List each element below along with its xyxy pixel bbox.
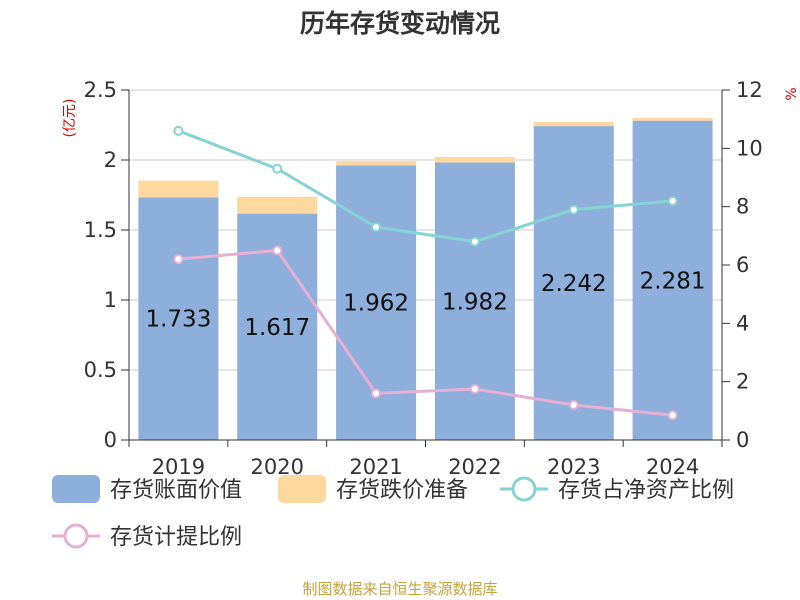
left-tick-label: 1.5 [84,218,117,242]
line-point [272,245,283,256]
bar [336,161,417,166]
right-tick-label: 0 [736,428,749,452]
left-tick-label: 0 [104,428,117,452]
grid-lines [129,89,722,371]
line-point [371,222,382,233]
left-axis-unit: (亿元) [62,99,78,138]
bar-value-label: 1.982 [442,289,508,315]
legend-swatch-marker [511,476,537,502]
line-point [173,254,184,265]
line-point [173,125,184,136]
right-tick-label: 12 [736,78,763,102]
series-line [178,248,673,417]
legend-label: 存货占净资产比例 [558,478,734,503]
line-point [272,163,283,174]
legend-label: 存货跌价准备 [336,478,468,503]
line-point [469,236,480,247]
left-tick-label: 0.5 [84,358,117,382]
left-tick-label: 1 [104,288,117,312]
right-tick-label: 10 [736,136,763,160]
right-tick-label: 2 [736,370,749,394]
bar-value-label: 2.242 [541,271,607,297]
bar-value-label: 1.733 [145,307,211,333]
lines-group [173,125,678,421]
line-point [667,410,678,421]
bar [533,126,614,441]
bar [632,117,713,121]
x-tick-label: 2023 [547,455,600,479]
legend-label: 存货计提比例 [110,525,242,550]
line-point [371,388,382,399]
legend-label: 存货账面价值 [110,478,242,503]
x-tick-label: 2019 [152,455,205,479]
x-tick-label: 2024 [646,455,699,479]
left-tick-label: 2.5 [84,78,117,102]
source-note: 制图数据来自恒生聚源数据库 [302,580,497,598]
bar [237,196,318,214]
right-tick-label: 8 [736,195,749,219]
x-tick-label: 2022 [448,455,501,479]
right-axis-unit: % [784,87,800,100]
bar-labels-group: 1.733 1.617 1.962 1.982 2.242 2.281 [145,268,705,340]
line-point [469,383,480,394]
bar [533,121,614,127]
right-tick-label: 4 [736,311,749,335]
line-point [667,195,678,206]
legend-swatch-marker [63,523,89,549]
bar-value-label: 1.962 [343,291,409,317]
bar [632,120,713,440]
series-line [177,129,673,244]
bar [138,180,219,198]
left-tick-label: 2 [104,148,117,172]
x-tick-label: 2021 [349,455,402,479]
line-point [568,400,579,410]
line-point [568,204,579,215]
chart-title: 历年存货变动情况 [300,9,500,38]
bar-value-label: 1.617 [244,315,310,341]
bar [434,156,515,163]
right-tick-label: 6 [736,253,749,277]
bar [138,197,219,440]
legend-swatch [52,475,100,503]
legend-swatch [278,475,326,503]
bar-value-label: 2.281 [640,268,706,294]
